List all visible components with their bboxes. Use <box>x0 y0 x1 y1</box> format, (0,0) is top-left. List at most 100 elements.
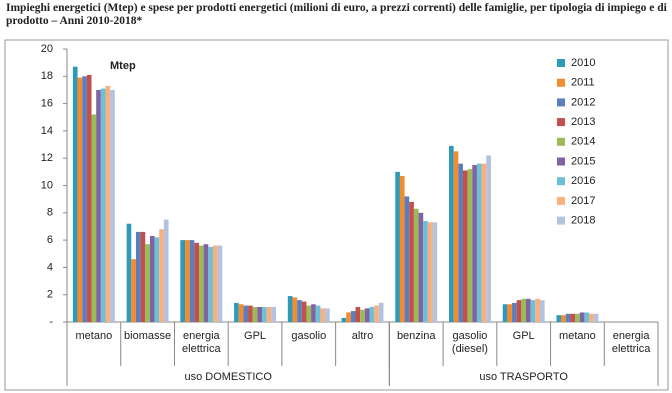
bar <box>297 300 302 322</box>
x-tick-label: energia elettrica <box>611 330 651 355</box>
bar <box>320 308 326 322</box>
legend-label: 2013 <box>571 116 595 128</box>
legend-swatch <box>557 98 565 107</box>
bar <box>539 300 545 322</box>
bar <box>203 244 209 322</box>
x-tick-label: gasolio <box>291 330 327 342</box>
y-tick-label: 18 <box>41 70 53 82</box>
bar <box>180 240 186 322</box>
bar <box>135 231 141 322</box>
bar <box>350 311 356 322</box>
bar <box>449 145 454 322</box>
bar <box>432 222 438 322</box>
bar <box>287 296 293 322</box>
bar <box>399 175 405 322</box>
bar <box>86 74 92 322</box>
y-tick-label: 2 <box>47 289 53 301</box>
bar <box>140 231 146 322</box>
bar <box>512 302 517 322</box>
x-tick-label: altro <box>351 330 374 342</box>
bar <box>404 196 410 322</box>
bar <box>418 212 424 322</box>
bar <box>325 308 330 322</box>
bar <box>262 306 267 322</box>
bar <box>208 246 213 322</box>
bar <box>149 236 155 322</box>
bar <box>292 297 298 322</box>
bar <box>472 165 477 322</box>
y-tick-label: - <box>49 316 53 328</box>
bar <box>72 66 78 323</box>
bar <box>565 313 571 322</box>
bar <box>507 304 513 322</box>
legend-label: 2012 <box>571 96 595 108</box>
bar <box>185 240 190 322</box>
bar <box>423 220 428 322</box>
bar <box>257 306 263 322</box>
bar <box>502 304 508 322</box>
legend-swatch <box>557 137 565 146</box>
legend-label: 2011 <box>571 77 595 89</box>
bar <box>486 155 491 322</box>
bar <box>248 305 253 322</box>
bar <box>212 245 218 322</box>
y-tick-label: 16 <box>41 98 53 110</box>
bar <box>91 114 97 323</box>
legend-swatch <box>557 177 565 186</box>
bar <box>516 300 522 322</box>
bar <box>570 313 576 322</box>
bar <box>194 242 199 322</box>
x-tick-label: benzina <box>396 330 436 342</box>
x-tick-label: GPL <box>244 330 267 342</box>
bar <box>575 313 580 322</box>
bar <box>346 312 351 322</box>
bar <box>395 171 400 322</box>
bar <box>234 302 239 322</box>
legend-swatch <box>557 118 565 127</box>
bar <box>427 222 433 322</box>
bar <box>535 298 540 322</box>
bar <box>159 229 164 322</box>
bar <box>378 302 384 322</box>
bar <box>126 223 132 322</box>
x-tick-label: metano <box>75 330 113 342</box>
y-tick-label: 6 <box>47 234 53 246</box>
bar <box>198 245 204 322</box>
group-label: uso TRASPORTO <box>479 371 568 383</box>
legend-label: 2010 <box>571 57 595 69</box>
bar <box>100 88 106 323</box>
bar <box>589 313 594 322</box>
y-tick-label: 4 <box>47 261 53 273</box>
bar <box>579 312 585 322</box>
legend-swatch <box>557 196 565 205</box>
bar <box>556 315 562 322</box>
x-tick-label: gasolio (diesel) <box>451 330 488 355</box>
x-tick-label: energia elettrica <box>182 330 221 355</box>
bar <box>315 305 321 322</box>
bar <box>374 305 379 322</box>
bar <box>453 151 459 322</box>
bar <box>462 170 468 322</box>
legend-label: 2018 <box>571 215 595 227</box>
bar <box>530 300 536 322</box>
bar <box>110 89 115 322</box>
bar <box>413 208 419 322</box>
bar <box>154 237 160 322</box>
bar <box>561 315 566 322</box>
bar <box>105 85 111 322</box>
bar <box>341 317 347 322</box>
chart-frame <box>4 39 669 391</box>
bar <box>355 306 361 322</box>
y-tick-label: 12 <box>41 152 53 164</box>
chart-title: Impieghi energetici (Mtep) e spese per p… <box>6 2 667 27</box>
legend-swatch <box>557 78 565 87</box>
bar <box>163 219 169 322</box>
bar <box>189 240 195 322</box>
group-label: uso DOMESTICO <box>184 371 272 383</box>
bar <box>458 163 463 322</box>
bar <box>238 304 244 322</box>
bar <box>77 77 83 322</box>
x-tick-label: metano <box>559 330 596 342</box>
bar <box>526 298 531 322</box>
bar <box>145 244 150 322</box>
